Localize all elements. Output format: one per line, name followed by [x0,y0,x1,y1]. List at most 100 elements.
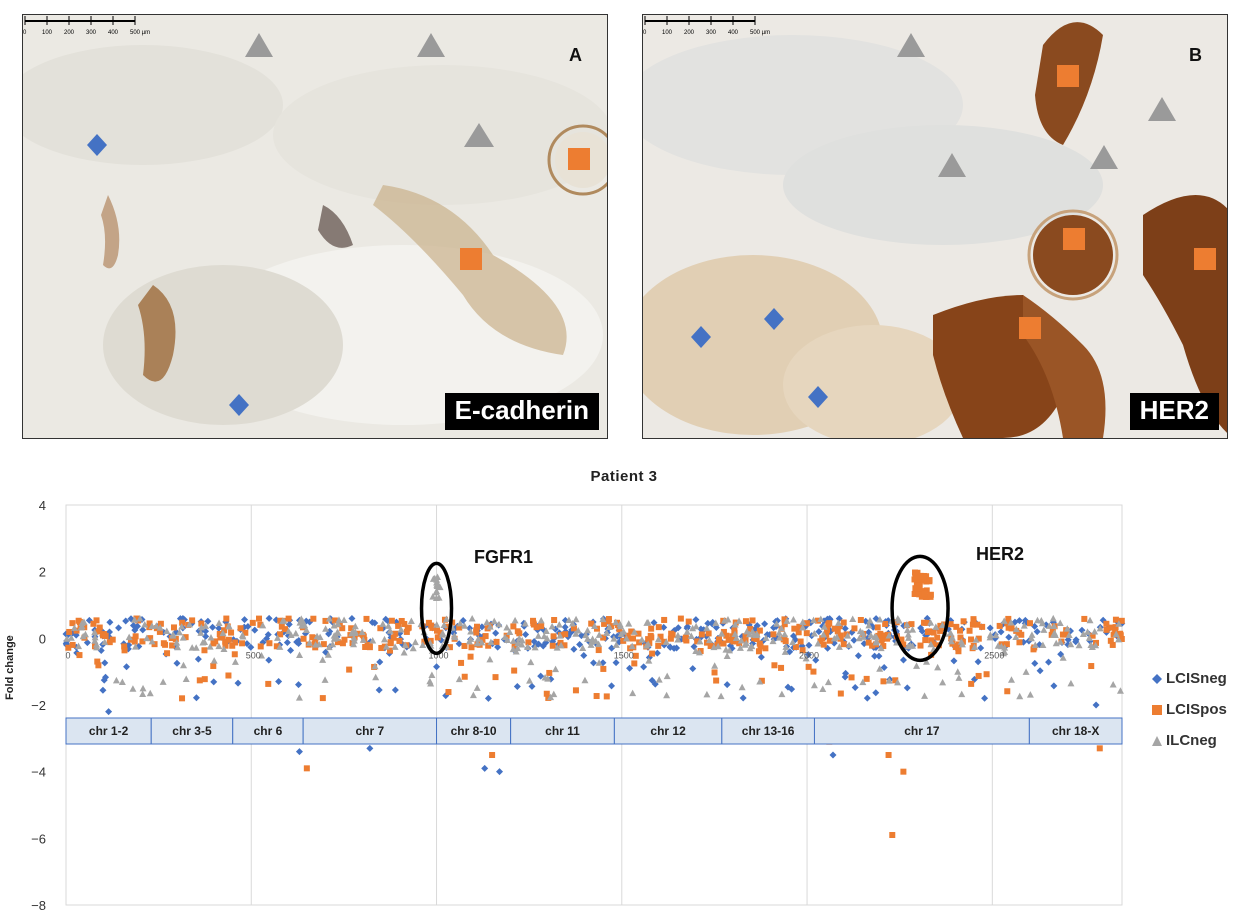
ilcneg-point [612,618,620,626]
lcispos-point [930,629,937,636]
ilcneg-point [1075,641,1083,649]
ilcneg-point [1052,639,1060,647]
chromosome-band-label: chr 12 [650,724,686,738]
ilcneg-point [617,630,625,638]
stain-label-b: HER2 [1129,393,1219,430]
ilcneg-point [442,615,450,622]
lcisneg-point [115,624,123,632]
lcispos-point [434,634,441,641]
ilcneg-point [954,668,962,675]
ilcneg-point [312,641,320,648]
ilcneg-point [132,643,140,650]
ilcneg-point [340,616,348,624]
lcispos-point [482,633,489,640]
ilcneg-point [276,643,284,650]
lcispos-point [303,765,310,772]
lcispos-point [697,648,704,655]
ilcneg-point [1049,614,1057,622]
ilcneg-point [833,633,841,640]
lcisneg-point [851,684,859,692]
ilcneg-point [325,615,333,622]
lcispos-point [222,638,229,645]
ilcneg-point [1096,624,1104,632]
x-tick-label: 0 [65,650,70,660]
lcispos-point [831,625,838,632]
lcispos-point [121,643,128,650]
lcispos-point [600,665,607,672]
lcispos-point [927,591,934,598]
ilcneg-point [584,626,592,634]
lcispos-point [1059,631,1066,638]
lcispos-point [875,632,882,639]
panel-letter-b: B [1189,45,1202,65]
lcisneg-point [872,643,880,651]
lcispos-point [458,659,465,666]
ilcneg-point [625,620,633,627]
ilcneg-point [1000,649,1008,657]
lcispos-point [1109,641,1116,648]
histology-image-a [23,15,607,438]
chromosome-band-label: chr 18-X [1052,724,1099,738]
chromosome-band-label: chr 7 [355,724,384,738]
ilcneg-point [197,623,205,631]
ilcneg-point [409,644,417,652]
chromosome-band [232,717,304,745]
ilcneg-point [467,635,475,642]
ilcneg-point [316,633,324,641]
legend-label: LCISneg [1166,670,1227,687]
lcisneg-point [192,694,200,702]
lcispos-point [889,832,896,838]
lcisneg-point [102,673,110,681]
lcispos-point [742,618,749,625]
lcisneg-point [761,620,769,628]
lcispos-point [952,644,959,651]
lcispos-point [511,642,518,649]
ilcneg-point [182,675,190,683]
ilcneg-point [885,632,893,639]
ilcneg-point [210,657,218,664]
lcispos-point [885,752,892,758]
ilcneg-point [711,662,719,669]
scale-tick: 0 [23,30,27,36]
ilcneg-point [762,634,770,641]
lcispos-point [669,631,676,638]
lcispos-point [1118,636,1125,642]
lcispos-point [331,617,338,624]
lcispos-point [857,616,864,623]
lcispos-point [228,629,235,636]
lcispos-point [682,636,689,643]
lcispos-point [975,635,982,642]
lcispos-point [747,626,754,633]
ilcneg-point [582,631,590,639]
ilcneg-point [220,645,228,653]
ilcneg-point [391,643,399,650]
ilcneg-point [174,643,182,651]
ilcneg-point [358,628,366,636]
ilcneg-point [692,622,700,630]
ilcneg-point [732,634,740,642]
scale-tick: 400 [728,30,739,36]
ilcneg-point [175,628,183,636]
lcispos-point [913,582,920,589]
lcisneg-point [670,644,678,652]
lcisneg-point [626,664,634,672]
lcispos-point [921,577,928,584]
lcispos-point [549,642,556,649]
ilcneg-point [579,644,587,652]
ilcneg-point [436,583,444,591]
lcisneg-point [1072,636,1080,644]
ilcneg-point [526,677,534,684]
ilcneg-point [810,681,818,689]
ilcneg-point [428,671,436,679]
lcispos-point [467,653,474,660]
lcispos-point [530,617,537,624]
lcisneg-point [442,692,450,700]
lcispos-point [421,638,428,645]
ilcneg-point [478,638,486,646]
chromosome-band-label: chr 6 [254,724,283,738]
ilcneg-point [382,642,390,650]
lcispos-point [445,689,452,696]
lcisneg-point [375,686,383,694]
lcispos-point [917,642,924,649]
y-tick-label: −2 [31,698,46,713]
